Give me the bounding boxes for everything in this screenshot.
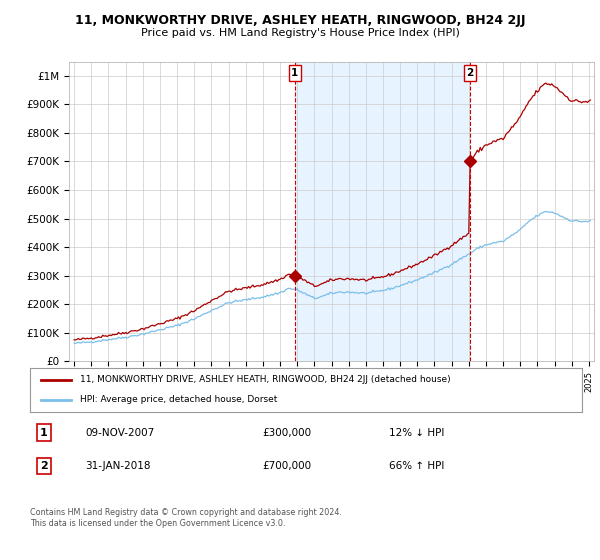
Text: 11, MONKWORTHY DRIVE, ASHLEY HEATH, RINGWOOD, BH24 2JJ: 11, MONKWORTHY DRIVE, ASHLEY HEATH, RING… [75,14,525,27]
Text: 1: 1 [40,428,47,437]
Text: 09-NOV-2007: 09-NOV-2007 [85,428,154,437]
Text: Contains HM Land Registry data © Crown copyright and database right 2024.
This d: Contains HM Land Registry data © Crown c… [30,508,342,528]
Text: 31-JAN-2018: 31-JAN-2018 [85,461,151,471]
Text: 2: 2 [467,68,474,78]
Text: £700,000: £700,000 [262,461,311,471]
Text: HPI: Average price, detached house, Dorset: HPI: Average price, detached house, Dors… [80,395,277,404]
Text: 1: 1 [291,68,298,78]
Text: 11, MONKWORTHY DRIVE, ASHLEY HEATH, RINGWOOD, BH24 2JJ (detached house): 11, MONKWORTHY DRIVE, ASHLEY HEATH, RING… [80,375,451,384]
Text: £300,000: £300,000 [262,428,311,437]
Text: 12% ↓ HPI: 12% ↓ HPI [389,428,444,437]
Text: Price paid vs. HM Land Registry's House Price Index (HPI): Price paid vs. HM Land Registry's House … [140,28,460,38]
Text: 66% ↑ HPI: 66% ↑ HPI [389,461,444,471]
Text: 2: 2 [40,461,47,471]
Bar [295,62,470,361]
